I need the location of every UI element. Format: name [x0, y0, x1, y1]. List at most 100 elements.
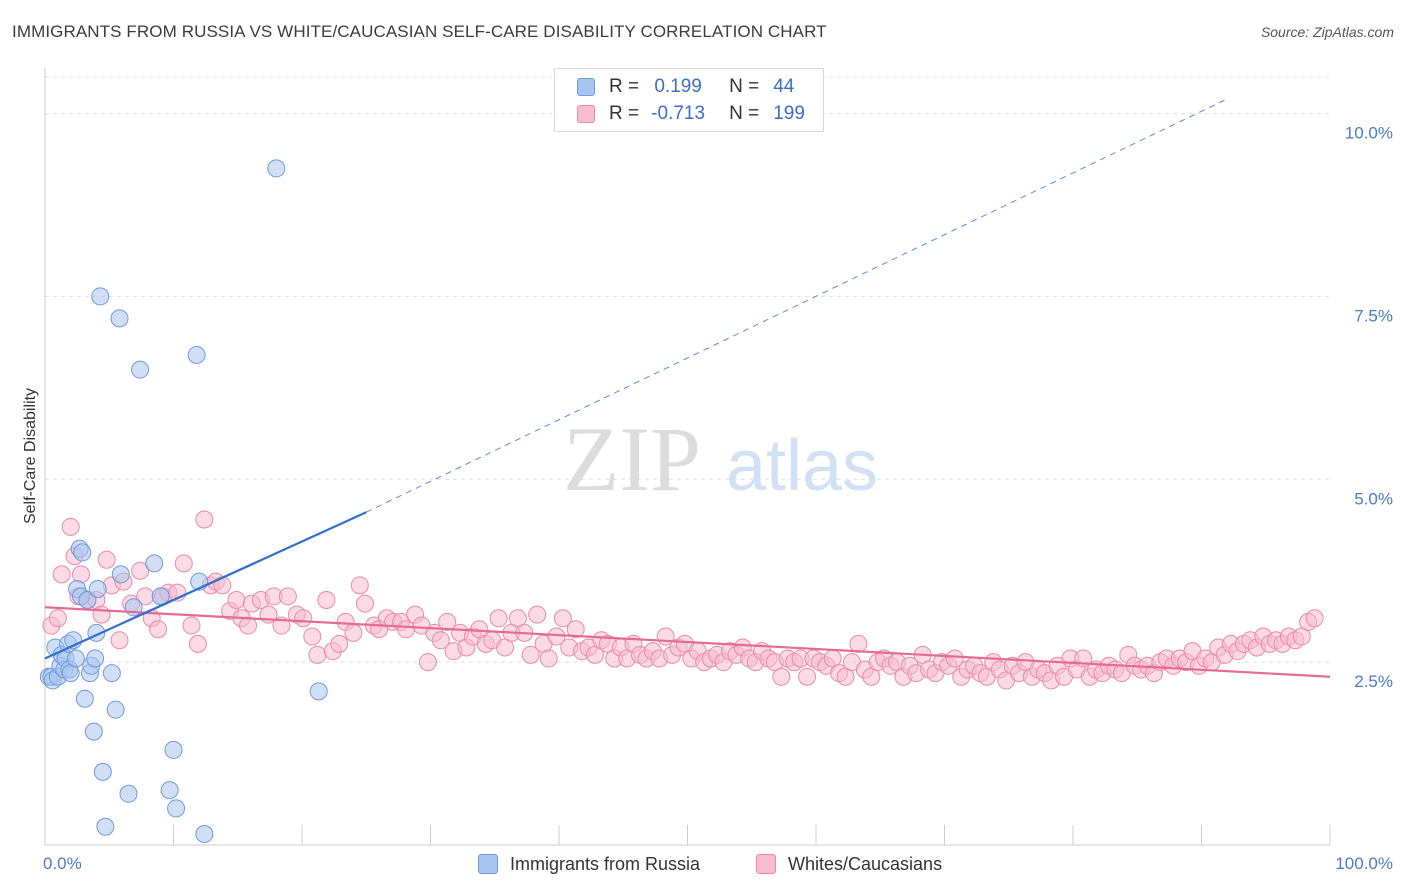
bottom-legend-whites: Whites/Caucasians	[756, 852, 942, 876]
whites-point-15	[131, 561, 150, 580]
russia-point-18	[75, 689, 94, 708]
y-tick-label-3: 10.0%	[1345, 124, 1393, 143]
legend-n-value: 44	[773, 76, 795, 97]
russia-point-44	[267, 159, 286, 178]
watermark-atlas: atlas	[726, 426, 878, 506]
whites-point-196	[1305, 609, 1324, 628]
whites-point-43	[317, 590, 336, 609]
russia-point-27	[93, 762, 112, 781]
legend-n-value: 199	[773, 103, 805, 124]
russia-point-28	[96, 817, 115, 836]
russia-point-42	[187, 345, 206, 364]
bottom-legend-swatch-pink	[756, 854, 776, 874]
legend-r-value: 0.199	[654, 76, 702, 97]
whites-point-117	[798, 667, 817, 686]
whites-point-2	[52, 565, 71, 584]
whites-point-10	[97, 550, 116, 569]
russia-point-33	[119, 784, 138, 803]
whites-point-125	[849, 634, 868, 653]
source-credit: Source: ZipAtlas.com	[1260, 24, 1394, 40]
russia-point-43	[195, 825, 214, 844]
series-whites-points	[42, 510, 1324, 690]
whites-point-113	[772, 667, 791, 686]
legend-row-russia: R = 0.199 N = 44	[577, 75, 794, 99]
whites-point-75	[528, 605, 547, 624]
bottom-legend-label: Whites/Caucasians	[788, 853, 943, 874]
whites-point-81	[566, 620, 585, 639]
russia-point-17	[73, 543, 92, 562]
grid-lines	[45, 76, 1330, 663]
russia-trend-line-solid	[44, 511, 367, 660]
bottom-legend-label: Immigrants from Russia	[510, 853, 701, 874]
y-axis-label: Self-Care Disability	[22, 388, 39, 524]
russia-point-45	[309, 682, 328, 701]
russia-point-36	[145, 554, 164, 573]
russia-point-29	[102, 664, 121, 683]
y-tick-labels: 2.5% 5.0% 7.5% 10.0%	[1345, 124, 1393, 692]
whites-point-74	[521, 645, 540, 664]
chart-title: IMMIGRANTS FROM RUSSIA VS WHITE/CAUCASIA…	[12, 22, 827, 41]
y-tick-label-1: 5.0%	[1354, 489, 1393, 508]
whites-point-58	[418, 653, 437, 672]
x-tick-label-0: 0.0%	[43, 854, 82, 873]
russia-point-25	[88, 580, 107, 598]
whites-point-40	[294, 609, 313, 628]
watermark-zip: ZIP	[563, 408, 701, 510]
series-russia-points	[39, 159, 328, 844]
legend-r-value: -0.713	[651, 103, 706, 124]
whites-point-140	[945, 649, 964, 668]
russia-point-40	[167, 799, 186, 818]
whites-point-38	[278, 587, 297, 606]
bottom-legend-swatch-blue	[478, 854, 498, 874]
bottom-legend-russia: Immigrants from Russia	[478, 852, 700, 876]
whites-point-49	[355, 594, 374, 613]
russia-point-26	[91, 287, 110, 306]
whites-point-25	[195, 510, 214, 529]
whites-point-60	[431, 631, 450, 650]
x-tick-label-1: 100.0%	[1335, 854, 1393, 873]
whites-point-69	[489, 609, 508, 628]
russia-trend-line-extension	[366, 98, 1228, 513]
russia-point-30	[106, 700, 125, 719]
whites-point-45	[330, 634, 349, 653]
whites-point-3	[61, 517, 80, 536]
whites-point-18	[149, 620, 168, 639]
whites-point-55	[397, 620, 416, 639]
russia-point-35	[131, 360, 150, 379]
whites-point-23	[182, 616, 201, 635]
russia-point-19	[78, 590, 97, 609]
whites-point-48	[350, 576, 369, 595]
whites-point-61	[438, 612, 457, 631]
stats-legend: R = 0.199 N = 44 R = -0.713 N = 199	[554, 68, 824, 132]
russia-point-38	[160, 781, 179, 800]
legend-n-label: N =	[729, 103, 760, 124]
axes	[44, 68, 1331, 846]
russia-point-13	[66, 649, 85, 668]
whites-point-12	[110, 631, 129, 650]
whites-point-42	[308, 645, 327, 664]
whites-point-41	[303, 627, 322, 646]
whites-point-32	[239, 616, 258, 635]
whites-point-79	[553, 609, 572, 628]
x-tick-labels: 0.0% 100.0%	[43, 854, 1393, 873]
legend-swatch-pink	[577, 105, 595, 123]
russia-point-23	[86, 649, 105, 668]
legend-n-label: N =	[729, 76, 760, 97]
y-tick-label-0: 2.5%	[1354, 672, 1393, 691]
whites-point-22	[174, 554, 193, 573]
legend-r-label: R =	[609, 76, 640, 97]
legend-r-label: R =	[609, 103, 640, 124]
trend-lines	[44, 98, 1331, 678]
russia-point-31	[110, 309, 129, 328]
russia-point-39	[164, 740, 183, 759]
whites-point-24	[188, 634, 207, 653]
whites-point-30	[227, 590, 246, 609]
russia-point-32	[111, 565, 130, 584]
legend-row-whites: R = -0.713 N = 199	[577, 102, 805, 126]
whites-point-47	[344, 623, 363, 642]
whites-point-78	[547, 627, 566, 646]
whites-trend-line	[44, 606, 1331, 678]
whites-point-9	[92, 605, 111, 624]
y-tick-label-2: 7.5%	[1354, 306, 1393, 325]
